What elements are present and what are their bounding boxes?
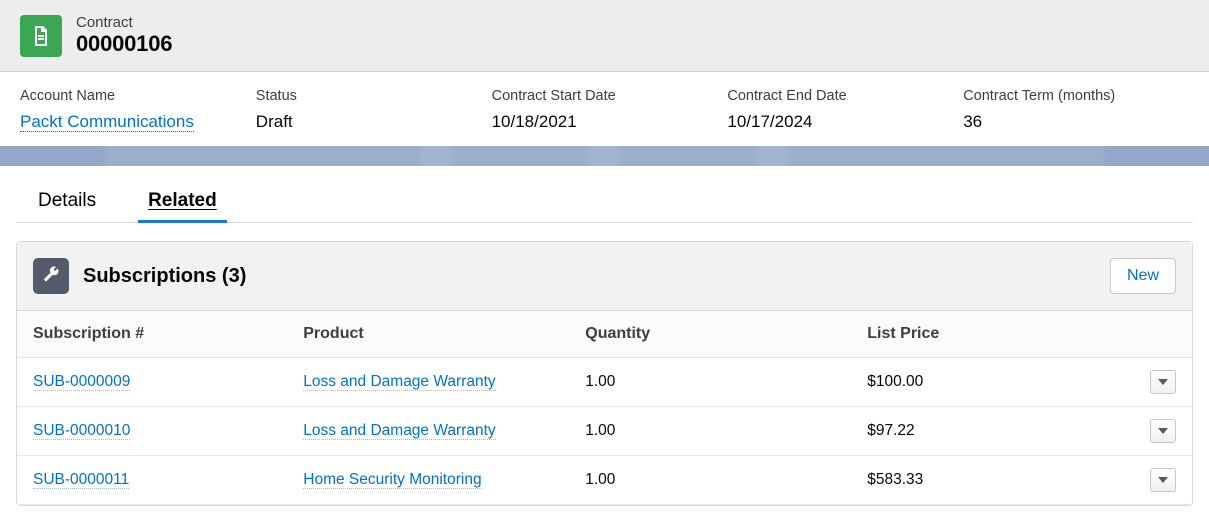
quantity-cell: 1.00 <box>569 358 851 407</box>
table-row: SUB-0000009 Loss and Damage Warranty 1.00$… <box>17 358 1192 407</box>
account-name-link[interactable]: Packt Communications <box>20 112 194 132</box>
document-icon <box>20 15 62 57</box>
field-label: Contract Term (months) <box>963 88 1189 104</box>
page-header: Contract 00000106 <box>0 0 1209 72</box>
field-value: 10/18/2021 <box>492 112 718 132</box>
field-end-date: Contract End Date 10/17/2024 <box>727 88 953 132</box>
list-price-cell: $97.22 <box>851 407 1133 456</box>
quantity-cell: 1.00 <box>569 456 851 505</box>
field-status: Status Draft <box>256 88 482 132</box>
field-label: Account Name <box>20 88 246 104</box>
row-actions-button[interactable] <box>1150 419 1176 443</box>
field-label: Contract End Date <box>727 88 953 104</box>
field-value: Draft <box>256 112 482 132</box>
table-row: SUB-0000011 Home Security Monitoring 1.00$… <box>17 456 1192 505</box>
table-row: SUB-0000010 Loss and Damage Warranty 1.00$… <box>17 407 1192 456</box>
subscriptions-table: Subscription # Product Quantity List Pri… <box>17 311 1192 505</box>
field-label: Status <box>256 88 482 104</box>
col-actions <box>1133 311 1192 358</box>
record-name: 00000106 <box>76 31 172 57</box>
col-quantity: Quantity <box>569 311 851 358</box>
subscriptions-card: Subscriptions (3) New Subscription # Pro… <box>16 241 1193 506</box>
row-actions-button[interactable] <box>1150 468 1176 492</box>
subscription-link[interactable]: SUB-0000011 <box>33 471 129 489</box>
list-price-cell: $583.33 <box>851 456 1133 505</box>
product-link[interactable]: Loss and Damage Warranty <box>303 373 495 391</box>
list-price-cell: $100.00 <box>851 358 1133 407</box>
tabs: Details Related <box>16 190 1193 223</box>
field-start-date: Contract Start Date 10/18/2021 <box>492 88 718 132</box>
subscription-link[interactable]: SUB-0000009 <box>33 373 130 391</box>
subscription-link[interactable]: SUB-0000010 <box>33 422 130 440</box>
field-value: 10/17/2024 <box>727 112 953 132</box>
field-term: Contract Term (months) 36 <box>963 88 1189 132</box>
tab-related[interactable]: Related <box>146 190 219 222</box>
object-type-label: Contract <box>76 14 172 31</box>
summary-fields: Account Name Packt Communications Status… <box>0 72 1209 146</box>
card-header: Subscriptions (3) New <box>17 242 1192 311</box>
col-subscription-number: Subscription # <box>17 311 287 358</box>
field-label: Contract Start Date <box>492 88 718 104</box>
table-header-row: Subscription # Product Quantity List Pri… <box>17 311 1192 358</box>
field-value: 36 <box>963 112 1189 132</box>
col-product: Product <box>287 311 569 358</box>
tab-details[interactable]: Details <box>36 190 98 222</box>
header-text: Contract 00000106 <box>76 14 172 57</box>
new-button[interactable]: New <box>1110 258 1176 294</box>
quantity-cell: 1.00 <box>569 407 851 456</box>
wrench-icon <box>33 258 69 294</box>
card-title: Subscriptions (3) <box>83 265 246 288</box>
product-link[interactable]: Home Security Monitoring <box>303 471 481 489</box>
product-link[interactable]: Loss and Damage Warranty <box>303 422 495 440</box>
field-account-name: Account Name Packt Communications <box>20 88 246 132</box>
col-list-price: List Price <box>851 311 1133 358</box>
row-actions-button[interactable] <box>1150 370 1176 394</box>
decorative-strip <box>0 146 1209 166</box>
